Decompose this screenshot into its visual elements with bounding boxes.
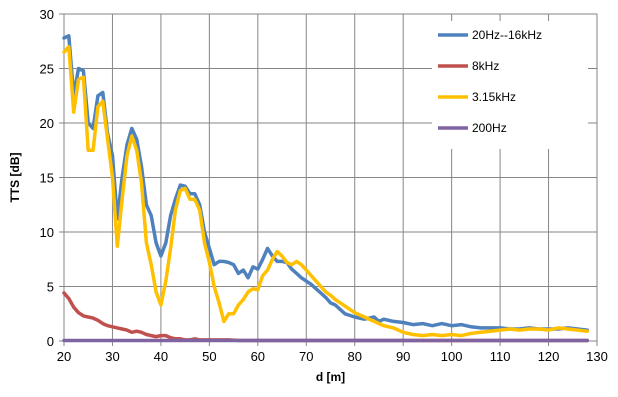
x-tick-label: 110 bbox=[490, 349, 511, 364]
series-lines bbox=[62, 34, 590, 343]
series-line-1 bbox=[62, 291, 590, 343]
y-tick-label: 5 bbox=[47, 280, 54, 295]
legend-label: 3.15kHz bbox=[472, 90, 516, 104]
series-line-2 bbox=[62, 44, 590, 338]
legend-label: 20Hz--16kHz bbox=[472, 28, 542, 42]
x-tick-label: 60 bbox=[251, 349, 265, 364]
y-tick-label: 20 bbox=[40, 116, 54, 131]
y-tick-label: 10 bbox=[40, 225, 54, 240]
legend: 20Hz--16kHz 8kHz 3.15kHz 200Hz bbox=[432, 21, 588, 149]
x-tick-label: 80 bbox=[347, 349, 361, 364]
y-tick-label: 15 bbox=[40, 171, 54, 186]
series-line-0 bbox=[62, 34, 590, 332]
y-tick-label: 25 bbox=[40, 62, 54, 77]
x-axis-title: d [m] bbox=[316, 370, 345, 384]
legend-label: 8kHz bbox=[472, 59, 499, 73]
y-axis-title: TTS [dB] bbox=[8, 153, 22, 203]
x-tick-label: 90 bbox=[396, 349, 410, 364]
x-tick-label: 20 bbox=[57, 349, 71, 364]
legend-label: 200Hz bbox=[472, 121, 507, 135]
x-tick-label: 30 bbox=[105, 349, 119, 364]
x-tick-label: 50 bbox=[202, 349, 216, 364]
y-tick-label: 0 bbox=[47, 334, 54, 349]
x-tick-label: 70 bbox=[299, 349, 313, 364]
y-tick-label: 30 bbox=[40, 7, 54, 22]
x-tick-label: 120 bbox=[538, 349, 560, 364]
x-tick-label: 100 bbox=[441, 349, 463, 364]
x-tick-label: 130 bbox=[586, 349, 608, 364]
tick-labels: 20 30 40 50 60 70 80 90 100 110 120 130 0 5 10 15 20 25 30 bbox=[40, 7, 608, 364]
x-tick-label: 40 bbox=[154, 349, 168, 364]
